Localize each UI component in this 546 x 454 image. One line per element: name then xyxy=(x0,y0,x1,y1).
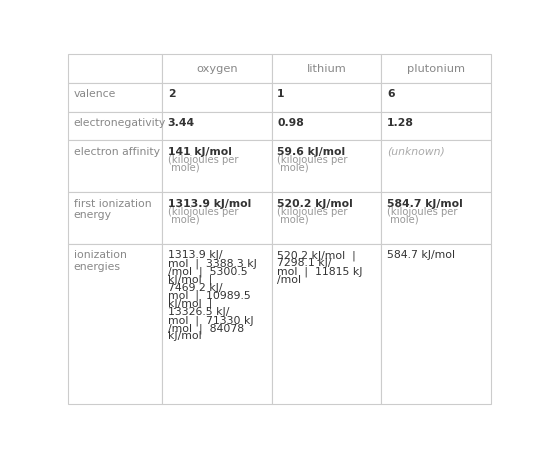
Text: 141 kJ/mol: 141 kJ/mol xyxy=(168,147,232,157)
Text: /mol: /mol xyxy=(277,275,301,285)
Text: ionization
energies: ionization energies xyxy=(74,250,127,272)
Bar xyxy=(68,83,162,112)
Bar xyxy=(68,244,162,404)
Text: (kilojoules per: (kilojoules per xyxy=(168,155,238,165)
Bar xyxy=(381,244,491,404)
Text: /mol  |  84078: /mol | 84078 xyxy=(168,323,244,334)
Text: 1: 1 xyxy=(277,89,285,99)
Text: electron affinity: electron affinity xyxy=(74,147,160,157)
Text: 1313.9 kJ/mol: 1313.9 kJ/mol xyxy=(168,198,251,208)
Bar xyxy=(272,54,382,83)
Text: 520.2 kJ/mol: 520.2 kJ/mol xyxy=(277,198,353,208)
Text: 59.6 kJ/mol: 59.6 kJ/mol xyxy=(277,147,346,157)
Text: 13326.5 kJ/: 13326.5 kJ/ xyxy=(168,307,229,317)
Text: 6: 6 xyxy=(387,89,395,99)
Text: kJ/mol  |: kJ/mol | xyxy=(168,299,212,309)
Text: kJ/mol  |: kJ/mol | xyxy=(168,275,212,285)
Bar xyxy=(272,192,382,244)
Text: electronegativity: electronegativity xyxy=(74,118,166,128)
Text: plutonium: plutonium xyxy=(407,64,465,74)
Bar xyxy=(381,83,491,112)
Bar xyxy=(68,54,162,83)
Bar xyxy=(272,83,382,112)
Text: (kilojoules per: (kilojoules per xyxy=(277,155,348,165)
Text: first ionization
energy: first ionization energy xyxy=(74,198,151,220)
Text: mol  |  71330 kJ: mol | 71330 kJ xyxy=(168,315,253,326)
Text: 7298.1 kJ/: 7298.1 kJ/ xyxy=(277,258,332,268)
Text: mol  |  10989.5: mol | 10989.5 xyxy=(168,291,251,301)
Bar xyxy=(162,83,272,112)
Bar xyxy=(68,140,162,192)
Text: mol  |  11815 kJ: mol | 11815 kJ xyxy=(277,266,363,277)
Text: 0.98: 0.98 xyxy=(277,118,304,128)
Bar xyxy=(272,140,382,192)
Text: (kilojoules per: (kilojoules per xyxy=(168,207,238,217)
Text: valence: valence xyxy=(74,89,116,99)
Text: mole): mole) xyxy=(168,163,199,173)
Text: mol  |  3388.3 kJ: mol | 3388.3 kJ xyxy=(168,258,257,269)
Bar xyxy=(381,54,491,83)
Text: 584.7 kJ/mol: 584.7 kJ/mol xyxy=(387,198,462,208)
Text: 584.7 kJ/mol: 584.7 kJ/mol xyxy=(387,250,455,260)
Bar xyxy=(68,192,162,244)
Text: 1313.9 kJ/: 1313.9 kJ/ xyxy=(168,250,222,260)
Text: mole): mole) xyxy=(168,214,199,224)
Text: (kilojoules per: (kilojoules per xyxy=(277,207,348,217)
Bar xyxy=(381,192,491,244)
Bar xyxy=(162,54,272,83)
Text: /mol  |  5300.5: /mol | 5300.5 xyxy=(168,266,247,277)
Text: 520.2 kJ/mol  |: 520.2 kJ/mol | xyxy=(277,250,356,261)
Text: oxygen: oxygen xyxy=(196,64,238,74)
Text: 2: 2 xyxy=(168,89,175,99)
Bar xyxy=(272,112,382,140)
Text: 7469.2 kJ/: 7469.2 kJ/ xyxy=(168,283,222,293)
Text: mole): mole) xyxy=(387,214,418,224)
Bar xyxy=(162,244,272,404)
Text: mole): mole) xyxy=(277,163,309,173)
Bar xyxy=(272,244,382,404)
Bar xyxy=(381,112,491,140)
Bar xyxy=(162,140,272,192)
Text: mole): mole) xyxy=(277,214,309,224)
Bar xyxy=(162,192,272,244)
Text: 1.28: 1.28 xyxy=(387,118,414,128)
Bar xyxy=(381,140,491,192)
Text: 3.44: 3.44 xyxy=(168,118,195,128)
Text: (unknown): (unknown) xyxy=(387,147,444,157)
Bar xyxy=(162,112,272,140)
Text: (kilojoules per: (kilojoules per xyxy=(387,207,458,217)
Bar xyxy=(68,112,162,140)
Text: lithium: lithium xyxy=(307,64,347,74)
Text: kJ/mol: kJ/mol xyxy=(168,331,201,341)
